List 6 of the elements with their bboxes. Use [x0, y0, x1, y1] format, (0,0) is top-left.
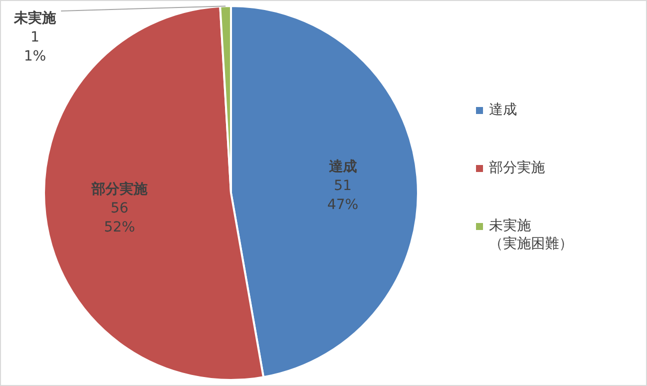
legend-label: 部分実施 [489, 159, 545, 177]
legend-label: 未実施（実施困難） [489, 217, 574, 253]
legend-label: 達成 [489, 101, 517, 119]
data-label: 未実施 1 1% [13, 10, 57, 65]
data-label: 部分実施 56 52% [90, 180, 149, 236]
data-label: 達成 51 47% [327, 158, 358, 213]
